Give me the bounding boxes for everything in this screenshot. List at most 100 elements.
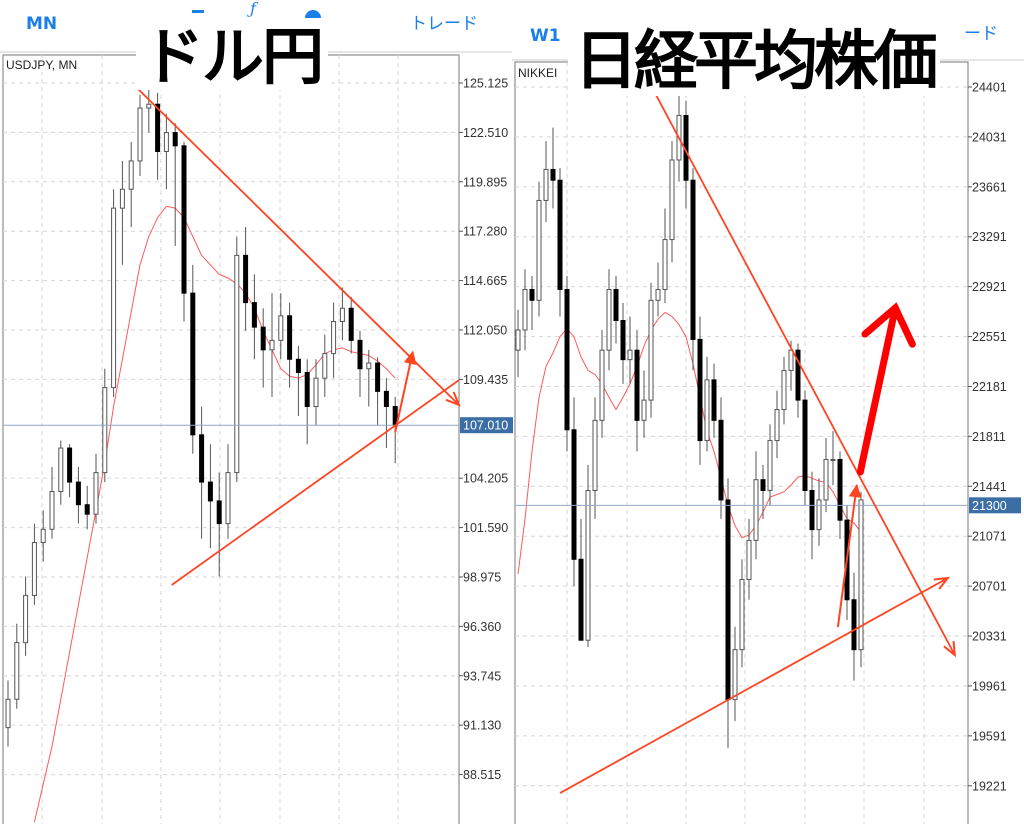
candle	[49, 466, 55, 539]
candle-body	[781, 369, 787, 411]
candle	[287, 302, 293, 388]
candle	[767, 424, 773, 506]
arrow-annotation-head	[848, 483, 862, 498]
candle-body	[641, 399, 647, 421]
indicator-icon[interactable]: ƒ	[250, 0, 256, 18]
candle	[627, 316, 633, 384]
candle-body	[128, 160, 134, 190]
candle	[67, 444, 73, 498]
candle-body	[753, 479, 759, 541]
candle-body	[322, 353, 328, 379]
candle	[216, 472, 222, 577]
y-tick-label: 23291	[972, 230, 1007, 244]
candle	[704, 356, 710, 452]
candle	[339, 287, 345, 341]
candle-body	[830, 458, 836, 461]
candle	[128, 142, 134, 228]
candle-body	[557, 179, 563, 290]
candle-body	[599, 349, 605, 421]
candle	[564, 275, 570, 452]
candle	[243, 227, 249, 331]
y-tick-label: 19591	[972, 729, 1007, 743]
candle	[31, 523, 37, 605]
candle-body	[339, 307, 345, 322]
candle	[816, 478, 822, 546]
candle-body	[155, 103, 161, 152]
candle-body	[207, 481, 213, 502]
y-tick-label: 104.205	[463, 472, 508, 486]
timeframe-button-left[interactable]: MN	[26, 14, 58, 34]
candle-body	[181, 145, 187, 294]
candle	[295, 346, 301, 416]
candle	[606, 269, 612, 371]
candle	[322, 334, 328, 398]
trade-button-right[interactable]: ード	[964, 24, 998, 44]
y-tick-label: 114.665	[463, 274, 507, 288]
candle	[718, 397, 724, 519]
candle	[732, 626, 738, 722]
candle	[823, 437, 829, 513]
candle-body	[119, 188, 125, 209]
candle-body	[711, 379, 717, 421]
candle	[207, 444, 213, 549]
y-tick-label: 93.745	[463, 669, 501, 683]
overlay-title-right: 日経平均株価	[568, 28, 940, 96]
objects-icon[interactable]	[305, 10, 321, 18]
candle	[746, 518, 752, 600]
candle	[739, 559, 745, 668]
candle-body	[67, 447, 73, 483]
candle-body	[287, 315, 293, 360]
candle	[557, 168, 563, 317]
candle-body	[550, 168, 556, 181]
candle-body	[295, 358, 301, 373]
candle-body	[669, 159, 675, 241]
y-tick-label: 98.975	[463, 570, 501, 584]
candle	[5, 680, 11, 747]
candle-body	[234, 254, 240, 474]
chart-panel-nikkei: 24401 24031 23661 23291 22921 22551 22181 21811…	[514, 61, 1021, 824]
candle	[571, 397, 577, 587]
y-tick-label: 119.895	[463, 175, 507, 189]
candle-body	[190, 292, 196, 436]
candle-body	[718, 419, 724, 501]
y-tick-label: 19961	[972, 679, 1007, 693]
candle	[802, 390, 808, 506]
candle-body	[613, 288, 619, 322]
candle	[599, 329, 605, 438]
candle-body	[260, 326, 266, 351]
candle	[585, 464, 591, 647]
candle	[655, 262, 661, 317]
candle-body	[662, 239, 668, 290]
candle-body	[269, 339, 275, 351]
candle-body	[23, 594, 29, 644]
candle-body	[251, 302, 257, 328]
candle	[260, 308, 266, 388]
candle	[529, 275, 535, 330]
candle	[181, 142, 187, 322]
arrow-annotation	[836, 484, 858, 628]
candle-body	[146, 103, 152, 109]
candle-body	[697, 338, 703, 442]
candle-body	[620, 320, 626, 361]
candle-body	[823, 458, 829, 501]
y-tick-label: 109.435	[463, 373, 508, 387]
current-price-badge	[460, 417, 513, 434]
candle	[190, 264, 196, 454]
candle-body	[93, 472, 99, 515]
candle-body	[58, 447, 64, 492]
candle	[251, 274, 257, 360]
candle-body	[75, 481, 81, 506]
trendline-arrowhead	[933, 576, 951, 590]
candle-body	[746, 539, 752, 581]
crosshair-icon[interactable]	[192, 10, 204, 13]
y-tick-label: 122.510	[463, 126, 508, 140]
y-tick-label: 91.130	[463, 719, 501, 733]
candle-body	[375, 362, 381, 392]
y-tick-label: 23661	[972, 180, 1007, 194]
trade-button-left[interactable]: トレード	[410, 14, 478, 34]
timeframe-button-right[interactable]: W1	[530, 26, 561, 46]
y-tick-label: 22551	[972, 330, 1007, 344]
candle-body	[837, 458, 843, 521]
candle	[331, 302, 337, 379]
candle	[613, 275, 619, 344]
